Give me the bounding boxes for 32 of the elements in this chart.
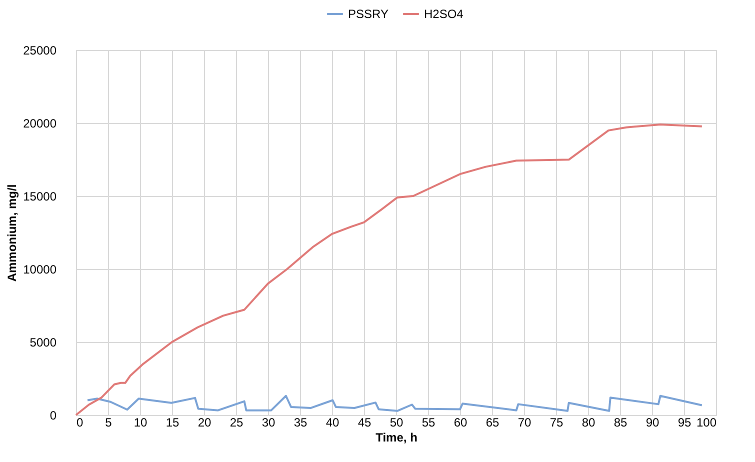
- x-tick-label: 0: [76, 416, 84, 430]
- x-tick-label: 10: [134, 416, 148, 430]
- x-tick-label: 30: [262, 416, 276, 430]
- x-tick-label: 40: [326, 416, 340, 430]
- x-tick-label: 25: [230, 416, 244, 430]
- x-tick-label: 35: [294, 416, 308, 430]
- x-tick-label: 80: [582, 416, 596, 430]
- x-tick-label: 75: [550, 416, 564, 430]
- line-series: [75, 123, 703, 416]
- x-tick-label: 100: [696, 416, 717, 430]
- x-tick-label: 50: [390, 416, 404, 430]
- x-tick-label: 65: [486, 416, 500, 430]
- x-tick-label: 5: [105, 416, 112, 430]
- x-tick-label: 60: [454, 416, 468, 430]
- x-tick-label: 70: [518, 416, 532, 430]
- y-tick-label: 15000: [23, 190, 57, 204]
- x-tick-label: 95: [678, 416, 692, 430]
- y-tick-label: 25000: [23, 44, 57, 58]
- x-tick-label: 90: [646, 416, 660, 430]
- x-tick-label: 45: [358, 416, 372, 430]
- y-axis-title: Ammonium, mg/l: [5, 184, 20, 282]
- y-tick-label: 10000: [23, 262, 57, 276]
- legend-label: H2SO4: [424, 7, 464, 21]
- line-series: [86, 394, 703, 412]
- x-tick-label: 55: [422, 416, 436, 430]
- x-tick-label: 85: [614, 416, 628, 430]
- x-axis-title: Time, h: [376, 430, 418, 444]
- x-tick-label: 15: [166, 416, 180, 430]
- y-tick-label: 5000: [30, 336, 57, 350]
- legend-label: PSSRY: [348, 7, 388, 21]
- y-tick-label: 20000: [23, 116, 57, 130]
- x-tick-label: 20: [198, 416, 212, 430]
